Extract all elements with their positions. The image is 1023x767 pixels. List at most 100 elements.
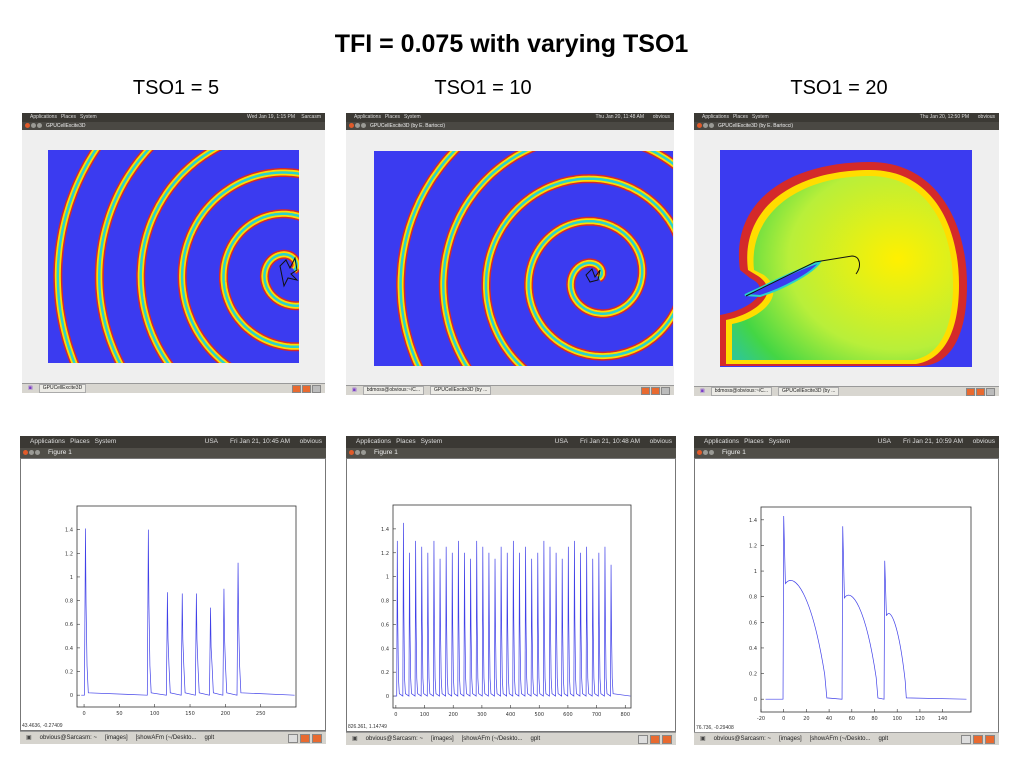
show-desktop-icon[interactable]: ▣ [700, 388, 705, 394]
taskbar-window-button[interactable]: gplt [204, 735, 215, 741]
show-desktop-icon[interactable]: ▣ [26, 735, 32, 741]
minimize-icon[interactable] [29, 449, 34, 455]
applications-menu[interactable]: Applications [704, 438, 740, 445]
trash-icon[interactable] [661, 387, 670, 395]
y-tick-label: 1 [754, 569, 757, 575]
taskbar-window-button[interactable]: GPUCellExcite3D (by ... [778, 387, 840, 396]
user-menu[interactable]: obvious [299, 438, 322, 445]
workspace-switcher-2[interactable] [966, 388, 975, 396]
taskbar-window-button[interactable]: [images] [104, 735, 128, 741]
simulation-view [720, 150, 972, 367]
taskbar-window-button[interactable]: [images] [778, 736, 802, 742]
x-tick-label: 250 [256, 711, 266, 717]
system-menu[interactable]: System [751, 114, 769, 120]
maximize-icon[interactable] [361, 449, 366, 455]
close-icon[interactable] [25, 123, 30, 129]
workspace-switcher-2[interactable] [650, 735, 660, 744]
user-menu[interactable]: obvious [652, 114, 670, 120]
workspace-switcher[interactable] [662, 735, 672, 744]
workspace-switcher-2[interactable] [292, 385, 301, 393]
keyboard-layout[interactable]: USA [877, 438, 891, 445]
window-controls [697, 122, 715, 130]
show-desktop-icon[interactable]: ▣ [700, 736, 706, 742]
user-menu[interactable]: obvious [977, 114, 995, 120]
y-tick-label: 1.2 [65, 551, 73, 557]
trash-icon[interactable] [986, 388, 995, 396]
clock: Fri Jan 21, 10:59 AM [903, 438, 963, 445]
maximize-icon[interactable] [361, 123, 366, 129]
close-icon[interactable] [349, 449, 354, 455]
taskbar-window-button[interactable]: gplt [878, 736, 889, 742]
close-icon[interactable] [697, 123, 702, 129]
x-tick-label: 0 [82, 711, 85, 717]
maximize-icon[interactable] [37, 123, 42, 129]
places-menu[interactable]: Places [70, 438, 90, 445]
user-menu[interactable]: obvious [649, 438, 672, 445]
system-menu[interactable]: System [79, 114, 97, 120]
taskbar-window-button[interactable]: bdmoss@obvious:~/C... [362, 386, 425, 395]
maximize-icon[interactable] [709, 123, 714, 129]
applications-menu[interactable]: Applications [702, 114, 729, 120]
workspace-switcher-2[interactable] [300, 734, 310, 743]
places-menu[interactable]: Places [396, 438, 416, 445]
y-tick-label: 0 [386, 694, 389, 700]
system-menu[interactable]: System [403, 114, 421, 120]
workspace-switcher[interactable] [312, 734, 322, 743]
y-tick-label: 0.6 [749, 620, 757, 626]
minimize-icon[interactable] [703, 449, 708, 455]
user-menu[interactable]: obvious [972, 438, 995, 445]
places-menu[interactable]: Places [732, 114, 748, 120]
taskbar-window-button[interactable]: obvious@Sarcasm: ~ [39, 735, 97, 741]
system-menu[interactable]: System [94, 438, 117, 445]
places-menu[interactable]: Places [384, 114, 400, 120]
applications-menu[interactable]: Applications [30, 438, 66, 445]
show-desktop-icon[interactable]: ▣ [28, 385, 33, 391]
taskbar-window-button[interactable]: [showAFm (~/Deskto... [461, 736, 523, 742]
maximize-icon[interactable] [35, 449, 40, 455]
applications-menu[interactable]: Applications [356, 438, 392, 445]
keyboard-layout[interactable]: USA [204, 438, 218, 445]
window-controls [349, 122, 367, 130]
minimize-icon[interactable] [31, 123, 36, 129]
close-icon[interactable] [349, 123, 354, 129]
close-icon[interactable] [23, 449, 28, 455]
minimize-icon[interactable] [355, 123, 360, 129]
applications-menu[interactable]: Applications [354, 114, 381, 120]
taskbar: ▣ bdmoss@obvious:~/C... GPUCellExcite3D (b… [346, 385, 674, 395]
taskbar-window-button[interactable]: bdmoss@obvious:~/C... [710, 387, 773, 396]
workspace-switcher[interactable] [985, 735, 995, 744]
places-menu[interactable]: Places [744, 438, 764, 445]
taskbar-window-button[interactable]: gplt [530, 736, 541, 742]
user-menu[interactable]: Sarcasm [301, 114, 321, 120]
y-tick-label: 0.4 [65, 646, 73, 652]
tip-trajectory [585, 268, 601, 283]
workspace-switcher[interactable] [302, 385, 311, 393]
workspace-switcher[interactable] [976, 388, 985, 396]
workspace-switcher-2[interactable] [641, 387, 650, 395]
taskbar-window-button[interactable]: obvious@Sarcasm: ~ [365, 736, 423, 742]
applications-menu[interactable]: Applications [30, 114, 57, 120]
workspace-switcher-2[interactable] [973, 735, 983, 744]
keyboard-layout[interactable]: USA [554, 438, 568, 445]
taskbar-window-button[interactable]: [showAFm (~/Deskto... [135, 735, 197, 741]
taskbar-window-button[interactable]: [images] [430, 736, 454, 742]
trash-icon[interactable] [312, 385, 321, 393]
taskbar-window-button[interactable]: GPUCellExcite3D (by ... [430, 386, 492, 395]
minimize-icon[interactable] [355, 449, 360, 455]
taskbar-window-button[interactable]: [showAFm (~/Deskto... [809, 736, 871, 742]
minimize-icon[interactable] [703, 123, 708, 129]
workspace-switcher-3[interactable] [288, 734, 298, 743]
maximize-icon[interactable] [709, 449, 714, 455]
show-desktop-icon[interactable]: ▣ [352, 736, 358, 742]
places-menu[interactable]: Places [60, 114, 76, 120]
workspace-switcher-3[interactable] [638, 735, 648, 744]
menu-bar: Applications Places System Thu Jan 20, 12:5… [694, 113, 999, 122]
taskbar-window-button[interactable]: GPUCellExcite3D [38, 384, 87, 393]
taskbar-window-button[interactable]: obvious@Sarcasm: ~ [713, 736, 771, 742]
system-menu[interactable]: System [420, 438, 443, 445]
workspace-switcher-3[interactable] [961, 735, 971, 744]
show-desktop-icon[interactable]: ▣ [352, 387, 357, 393]
system-menu[interactable]: System [768, 438, 791, 445]
workspace-switcher[interactable] [651, 387, 660, 395]
close-icon[interactable] [697, 449, 702, 455]
